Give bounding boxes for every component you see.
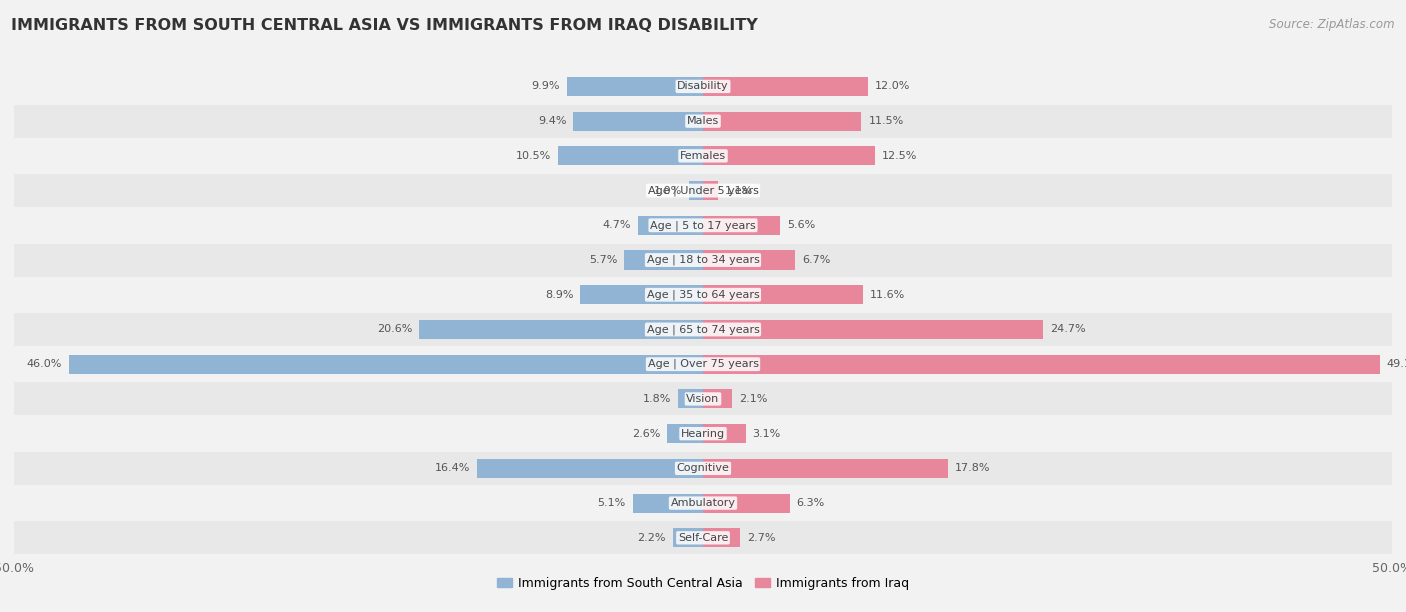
Text: 20.6%: 20.6% xyxy=(377,324,412,335)
Bar xyxy=(703,285,863,304)
Text: Age | 65 to 74 years: Age | 65 to 74 years xyxy=(647,324,759,335)
Text: 10.5%: 10.5% xyxy=(516,151,551,161)
Text: 1.1%: 1.1% xyxy=(725,185,754,196)
Text: 5.6%: 5.6% xyxy=(787,220,815,230)
Text: Age | 18 to 34 years: Age | 18 to 34 years xyxy=(647,255,759,265)
Bar xyxy=(14,244,1392,277)
Bar xyxy=(703,146,875,165)
Bar xyxy=(14,105,1392,138)
Bar xyxy=(703,459,948,478)
Text: Age | 35 to 64 years: Age | 35 to 64 years xyxy=(647,289,759,300)
Bar xyxy=(689,181,703,200)
Bar xyxy=(703,216,780,235)
Bar xyxy=(633,493,703,513)
Bar xyxy=(574,111,703,131)
Bar xyxy=(14,140,1392,173)
Bar xyxy=(14,487,1392,520)
Text: 6.3%: 6.3% xyxy=(797,498,825,508)
Text: Age | Under 5 years: Age | Under 5 years xyxy=(648,185,758,196)
Bar xyxy=(558,146,703,165)
Bar xyxy=(581,285,703,304)
Bar xyxy=(14,348,1392,381)
Bar xyxy=(69,355,703,374)
Text: 16.4%: 16.4% xyxy=(434,463,470,473)
Bar xyxy=(477,459,703,478)
Text: Females: Females xyxy=(681,151,725,161)
Text: 9.4%: 9.4% xyxy=(538,116,567,126)
Text: Age | Over 75 years: Age | Over 75 years xyxy=(648,359,758,370)
Text: 1.0%: 1.0% xyxy=(654,185,682,196)
Bar xyxy=(567,77,703,96)
Bar xyxy=(668,424,703,443)
Bar xyxy=(703,424,745,443)
Text: 5.7%: 5.7% xyxy=(589,255,617,265)
Text: 2.7%: 2.7% xyxy=(747,533,776,543)
Text: 8.9%: 8.9% xyxy=(546,289,574,300)
Text: 5.1%: 5.1% xyxy=(598,498,626,508)
Text: Age | 5 to 17 years: Age | 5 to 17 years xyxy=(650,220,756,231)
Legend: Immigrants from South Central Asia, Immigrants from Iraq: Immigrants from South Central Asia, Immi… xyxy=(492,572,914,595)
Bar xyxy=(14,521,1392,554)
Text: Males: Males xyxy=(688,116,718,126)
Bar xyxy=(703,181,718,200)
Bar xyxy=(703,355,1379,374)
Bar xyxy=(672,528,703,547)
Text: 11.5%: 11.5% xyxy=(869,116,904,126)
Bar xyxy=(14,70,1392,103)
Text: Vision: Vision xyxy=(686,394,720,404)
Bar xyxy=(703,528,740,547)
Text: 4.7%: 4.7% xyxy=(603,220,631,230)
Text: 12.0%: 12.0% xyxy=(875,81,911,91)
Text: IMMIGRANTS FROM SOUTH CENTRAL ASIA VS IMMIGRANTS FROM IRAQ DISABILITY: IMMIGRANTS FROM SOUTH CENTRAL ASIA VS IM… xyxy=(11,18,758,34)
Text: 24.7%: 24.7% xyxy=(1050,324,1085,335)
Bar xyxy=(638,216,703,235)
Bar xyxy=(703,389,733,408)
Text: Hearing: Hearing xyxy=(681,428,725,439)
Text: 2.2%: 2.2% xyxy=(637,533,666,543)
Bar xyxy=(14,278,1392,312)
Bar xyxy=(703,77,869,96)
Text: Self-Care: Self-Care xyxy=(678,533,728,543)
Bar xyxy=(703,250,796,269)
Text: 12.5%: 12.5% xyxy=(882,151,918,161)
Text: 1.8%: 1.8% xyxy=(643,394,671,404)
Bar xyxy=(14,174,1392,207)
Text: 49.1%: 49.1% xyxy=(1386,359,1406,369)
Bar xyxy=(624,250,703,269)
Bar xyxy=(14,313,1392,346)
Bar xyxy=(678,389,703,408)
Text: 17.8%: 17.8% xyxy=(955,463,991,473)
Text: Ambulatory: Ambulatory xyxy=(671,498,735,508)
Bar xyxy=(703,493,790,513)
Text: 46.0%: 46.0% xyxy=(27,359,62,369)
Text: Disability: Disability xyxy=(678,81,728,91)
Bar xyxy=(14,417,1392,450)
Bar xyxy=(703,111,862,131)
Bar xyxy=(703,320,1043,339)
Bar xyxy=(419,320,703,339)
Bar xyxy=(14,452,1392,485)
Text: 6.7%: 6.7% xyxy=(803,255,831,265)
Text: 9.9%: 9.9% xyxy=(531,81,560,91)
Text: Cognitive: Cognitive xyxy=(676,463,730,473)
Text: Source: ZipAtlas.com: Source: ZipAtlas.com xyxy=(1270,18,1395,31)
Text: 2.6%: 2.6% xyxy=(631,428,661,439)
Bar xyxy=(14,209,1392,242)
Bar xyxy=(14,382,1392,416)
Text: 2.1%: 2.1% xyxy=(738,394,768,404)
Text: 11.6%: 11.6% xyxy=(870,289,905,300)
Text: 3.1%: 3.1% xyxy=(752,428,780,439)
